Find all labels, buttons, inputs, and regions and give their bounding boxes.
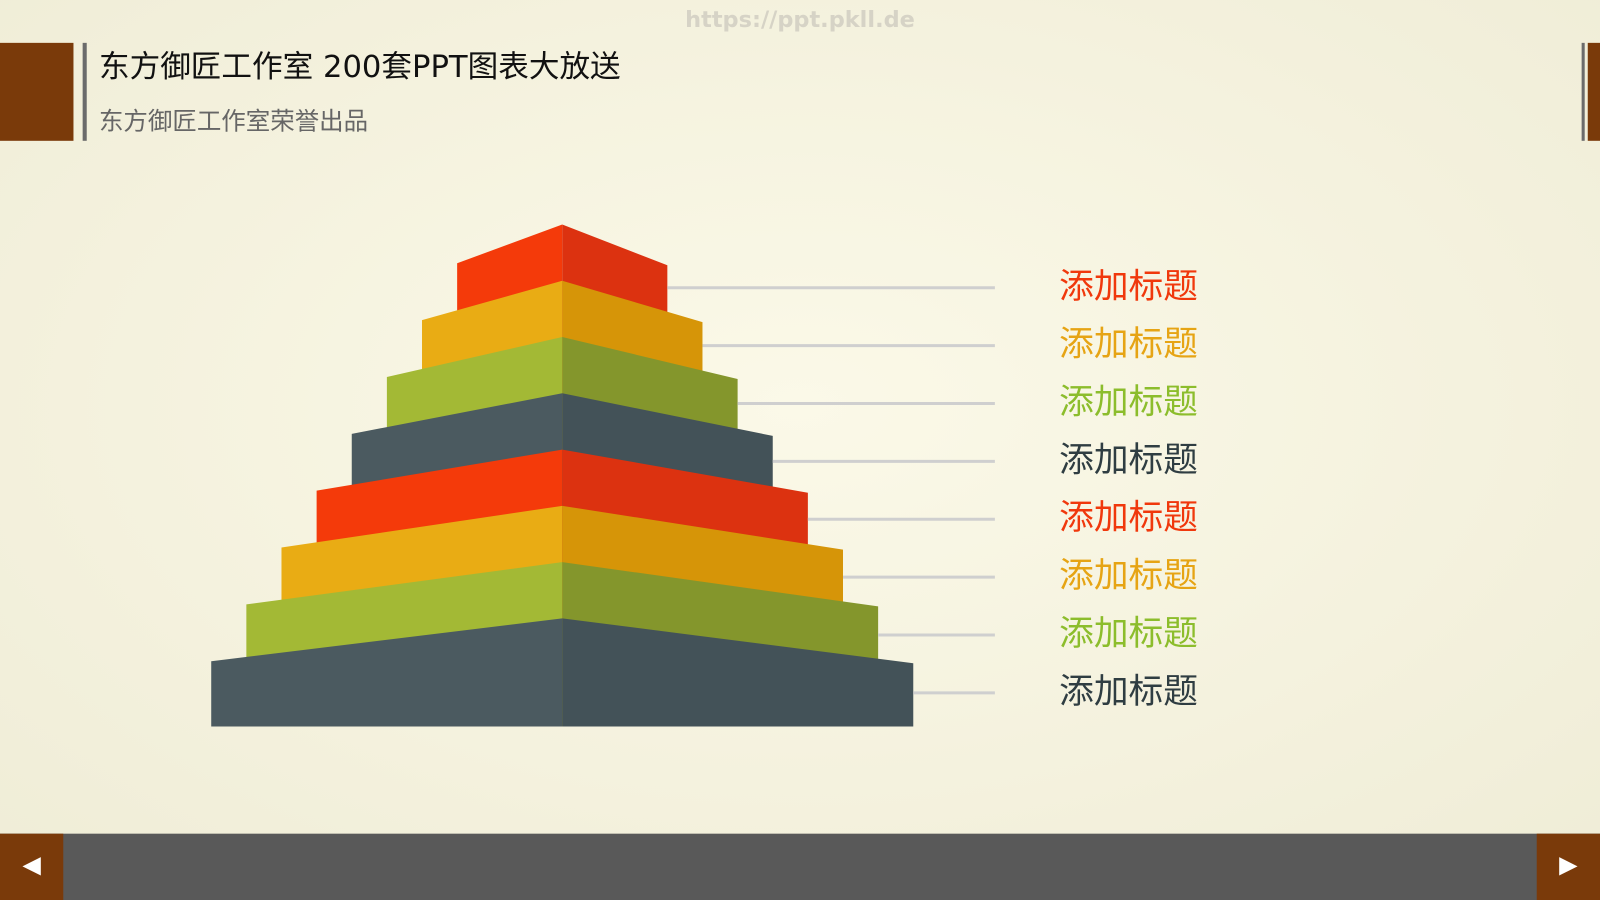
bottom-bar: [0, 833, 1600, 900]
header-divider: [82, 42, 87, 141]
next-button[interactable]: [1536, 833, 1600, 900]
header-block-right: [1587, 42, 1600, 141]
slide-title: 东方御匠工作室 200套PPT图表大放送: [99, 50, 621, 85]
level-label: 添加标题: [1059, 672, 1198, 712]
level-label: 添加标题: [1059, 440, 1198, 480]
level-label: 添加标题: [1059, 556, 1198, 596]
header-divider-right: [1581, 42, 1585, 141]
next-arrow[interactable]: [1559, 857, 1578, 876]
pyramid-level-left: [211, 618, 563, 727]
level-label: 添加标题: [1059, 498, 1198, 538]
prev-button[interactable]: [0, 833, 64, 900]
watermark: https://ppt.pkll.de: [685, 7, 915, 33]
level-label: 添加标题: [1059, 614, 1198, 654]
pyramid-level-right: [562, 618, 914, 727]
header-block: [0, 42, 74, 141]
level-label: 添加标题: [1059, 382, 1198, 422]
prev-arrow[interactable]: [22, 857, 41, 876]
level-label: 添加标题: [1059, 267, 1198, 307]
level-label: 添加标题: [1059, 325, 1198, 365]
slide-subtitle: 东方御匠工作室荣誉出品: [99, 106, 368, 135]
